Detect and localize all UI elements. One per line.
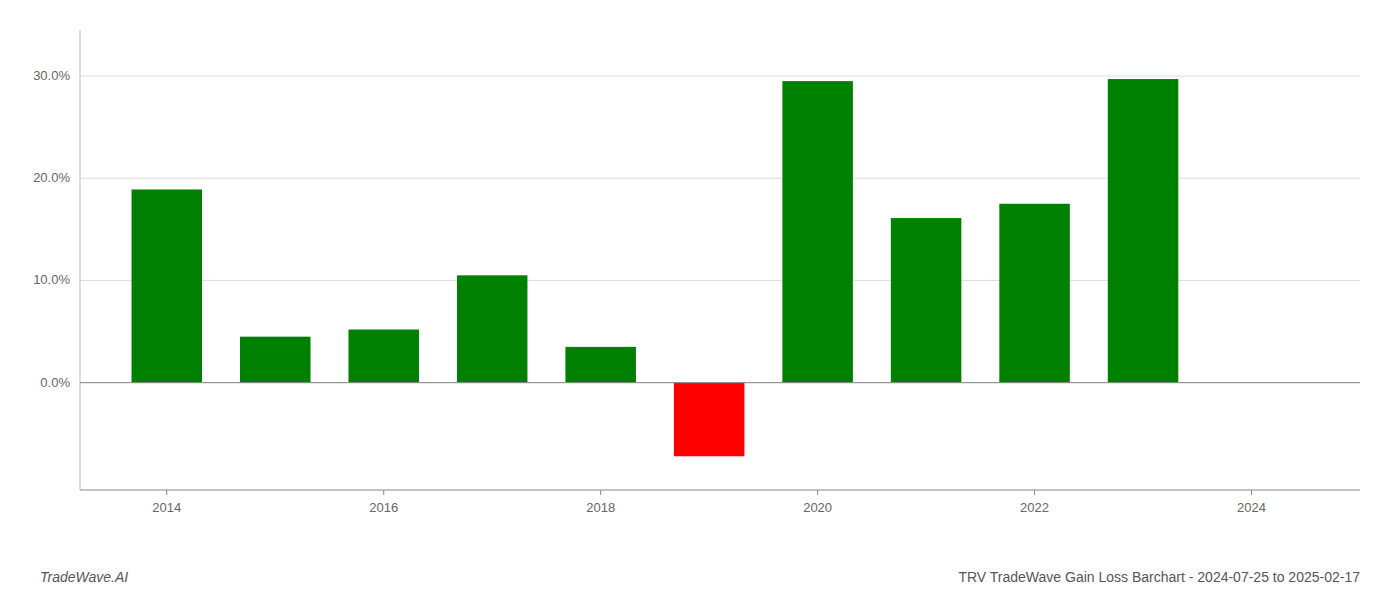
x-tick-label: 2016 — [369, 500, 398, 515]
x-tick — [600, 490, 601, 495]
bars — [132, 79, 1179, 456]
x-tick-label: 2024 — [1237, 500, 1266, 515]
bar — [1108, 79, 1179, 383]
x-tick-label: 2022 — [1020, 500, 1049, 515]
y-tick-label: 30.0% — [33, 68, 70, 83]
bar — [999, 204, 1070, 383]
y-tick-label: 10.0% — [33, 272, 70, 287]
x-tick-label: 2020 — [803, 500, 832, 515]
y-tick-label: 0.0% — [40, 375, 70, 390]
x-tick — [166, 490, 167, 495]
x-tick — [817, 490, 818, 495]
watermark: TradeWave.AI — [40, 569, 128, 585]
chart-container: 0.0% 10.0% 20.0% 30.0% 2014 2016 2018 2020 2022 2… — [0, 0, 1400, 600]
x-tick-label: 2018 — [586, 500, 615, 515]
bar — [240, 337, 311, 383]
x-tick — [383, 490, 384, 495]
zero-line — [80, 382, 1360, 383]
grid-line — [80, 382, 1360, 383]
bar — [565, 347, 636, 383]
bar — [348, 330, 419, 383]
y-tick-label: 20.0% — [33, 170, 70, 185]
x-tick — [1251, 490, 1252, 495]
background — [0, 0, 1400, 600]
y-axis-line — [80, 30, 81, 490]
grid-line — [80, 76, 1360, 77]
x-tick-label: 2014 — [152, 500, 181, 515]
bar — [891, 218, 962, 383]
chart-svg: 0.0% 10.0% 20.0% 30.0% 2014 2016 2018 2020 2022 2… — [0, 0, 1400, 600]
bar — [782, 81, 853, 383]
y-grid — [80, 76, 1360, 383]
bar — [132, 189, 203, 382]
x-tick — [1034, 490, 1035, 495]
x-axis-line — [80, 490, 1360, 491]
bar — [457, 275, 528, 382]
bar — [674, 383, 745, 457]
title: TRV TradeWave Gain Loss Barchart - 2024-… — [958, 569, 1360, 585]
